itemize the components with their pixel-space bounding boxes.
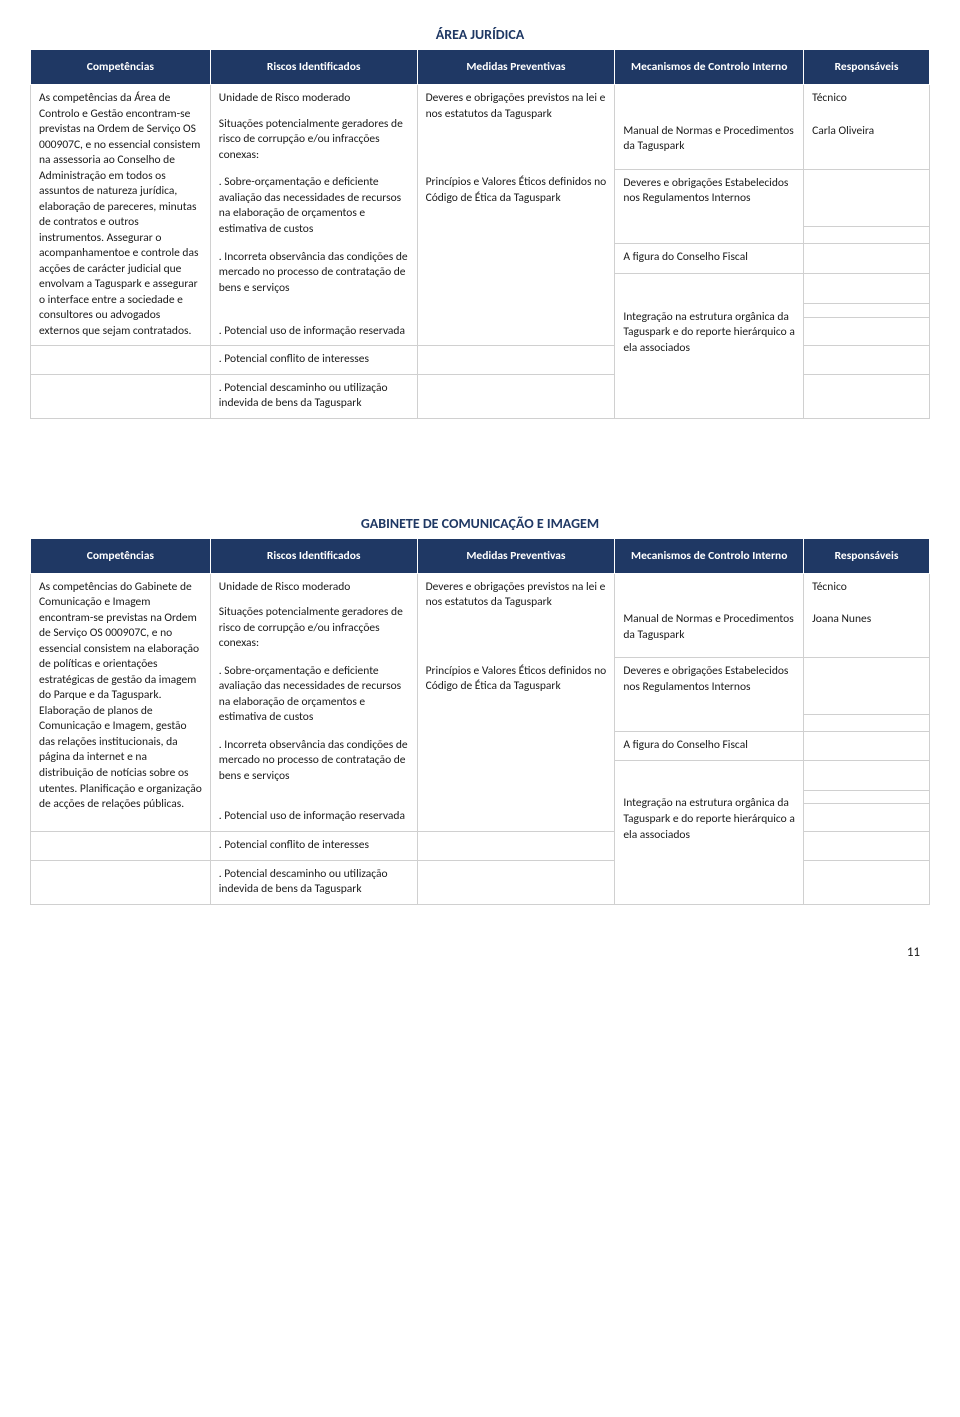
cell-riscos: . Sobre-orçamentação e deficiente avalia… <box>210 658 417 732</box>
cell-empty <box>804 227 930 244</box>
cell-riscos: . Potencial uso de informação reservada <box>210 318 417 346</box>
cell-mecanismos-empty <box>615 85 804 118</box>
col-riscos: Riscos Identificados <box>210 50 417 85</box>
cell-competencias: As competências da Área de Controlo e Ge… <box>31 85 211 346</box>
cell-responsaveis: Técnico <box>804 85 930 118</box>
cell-empty <box>804 760 930 790</box>
cell-mecanismos: Deveres e obrigações Estabelecidos nos R… <box>615 658 804 715</box>
cell-empty <box>804 304 930 318</box>
col-mecanismos: Mecanismos de Controlo Interno <box>615 50 804 85</box>
cell-empty <box>31 860 211 904</box>
cell-riscos-empty <box>210 304 417 318</box>
cell-empty <box>804 374 930 418</box>
col-responsaveis: Responsáveis <box>804 538 930 573</box>
col-medidas: Medidas Preventivas <box>417 538 615 573</box>
section-title: ÁREA JURÍDICA <box>30 20 930 49</box>
riscos-text: Situações potencialmente geradores de ri… <box>219 605 409 652</box>
col-medidas: Medidas Preventivas <box>417 50 615 85</box>
cell-responsaveis: Joana Nunes <box>804 606 930 657</box>
cell-empty <box>804 346 930 375</box>
cell-riscos: Unidade de Risco moderado Situações pote… <box>210 573 417 658</box>
col-mecanismos: Mecanismos de Controlo Interno <box>615 538 804 573</box>
cell-riscos: . Potencial uso de informação reservada <box>210 803 417 831</box>
cell-mecanismos: Deveres e obrigações Estabelecidos nos R… <box>615 169 804 227</box>
section-gabinete: GABINETE DE COMUNICAÇÃO E IMAGEM Competê… <box>30 509 930 905</box>
cell-mecanismos-empty <box>615 227 804 244</box>
riscos-text: Unidade de Risco moderado <box>219 580 409 596</box>
cell-riscos: . Potencial descaminho ou utilização ind… <box>210 374 417 418</box>
cell-empty <box>804 803 930 831</box>
cell-mecanismos-empty <box>615 273 804 304</box>
cell-riscos: . Incorreta observância das condições de… <box>210 732 417 791</box>
cell-medidas: Princípios e Valores Éticos definidos no… <box>417 169 615 273</box>
section-spacer <box>30 429 930 509</box>
table-header-row: Competências Riscos Identificados Medida… <box>31 538 930 573</box>
cell-competencias: As competências do Gabinete de Comunicaç… <box>31 573 211 831</box>
table-juridica: Competências Riscos Identificados Medida… <box>30 49 930 419</box>
col-competencias: Competências <box>31 538 211 573</box>
cell-mecanismos: Integração na estrutura orgânica da Tagu… <box>615 790 804 904</box>
cell-mecanismos: A figura do Conselho Fiscal <box>615 732 804 761</box>
cell-riscos: . Potencial conflito de interesses <box>210 346 417 375</box>
cell-medidas-empty <box>417 273 615 346</box>
cell-mecanismos-empty <box>615 573 804 606</box>
page-number: 11 <box>30 915 930 960</box>
cell-riscos: Unidade de Risco moderado Situações pote… <box>210 85 417 170</box>
cell-empty <box>804 732 930 761</box>
cell-empty <box>417 374 615 418</box>
col-competencias: Competências <box>31 50 211 85</box>
cell-mecanismos: A figura do Conselho Fiscal <box>615 244 804 273</box>
cell-riscos: . Sobre-orçamentação e deficiente avalia… <box>210 169 417 244</box>
cell-mecanismos: Manual de Normas e Procedimentos da Tagu… <box>615 118 804 169</box>
cell-empty <box>804 244 930 273</box>
cell-responsaveis: Técnico <box>804 573 930 606</box>
cell-empty <box>31 374 211 418</box>
table-header-row: Competências Riscos Identificados Medida… <box>31 50 930 85</box>
cell-empty <box>417 346 615 375</box>
cell-riscos-empty <box>210 790 417 803</box>
table-gabinete: Competências Riscos Identificados Medida… <box>30 538 930 905</box>
cell-empty <box>31 346 211 375</box>
cell-empty <box>417 860 615 904</box>
section-title: GABINETE DE COMUNICAÇÃO E IMAGEM <box>30 509 930 538</box>
col-riscos: Riscos Identificados <box>210 538 417 573</box>
cell-empty <box>804 715 930 732</box>
cell-riscos: . Potencial conflito de interesses <box>210 831 417 860</box>
cell-mecanismos: Integração na estrutura orgânica da Tagu… <box>615 304 804 418</box>
section-juridica: ÁREA JURÍDICA Competências Riscos Identi… <box>30 20 930 419</box>
cell-medidas: Deveres e obrigações previstos na lei e … <box>417 85 615 170</box>
cell-empty <box>417 831 615 860</box>
cell-riscos: . Incorreta observância das condições de… <box>210 244 417 304</box>
cell-empty <box>804 860 930 904</box>
cell-empty <box>31 831 211 860</box>
cell-riscos: . Potencial descaminho ou utilização ind… <box>210 860 417 904</box>
cell-mecanismos: Manual de Normas e Procedimentos da Tagu… <box>615 606 804 657</box>
cell-medidas: Princípios e Valores Éticos definidos no… <box>417 658 615 761</box>
cell-empty <box>804 169 930 227</box>
col-responsaveis: Responsáveis <box>804 50 930 85</box>
cell-empty <box>804 831 930 860</box>
cell-medidas-empty <box>417 760 615 831</box>
cell-mecanismos-empty <box>615 715 804 732</box>
cell-empty <box>804 658 930 715</box>
table-row: As competências do Gabinete de Comunicaç… <box>31 573 930 606</box>
table-row: As competências da Área de Controlo e Ge… <box>31 85 930 118</box>
riscos-text: Unidade de Risco moderado <box>219 91 409 107</box>
riscos-text: Situações potencialmente geradores de ri… <box>219 117 409 164</box>
cell-responsaveis: Carla Oliveira <box>804 118 930 169</box>
cell-empty <box>804 318 930 346</box>
cell-empty <box>804 790 930 803</box>
cell-empty <box>804 273 930 304</box>
cell-mecanismos-empty <box>615 760 804 790</box>
cell-medidas: Deveres e obrigações previstos na lei e … <box>417 573 615 658</box>
